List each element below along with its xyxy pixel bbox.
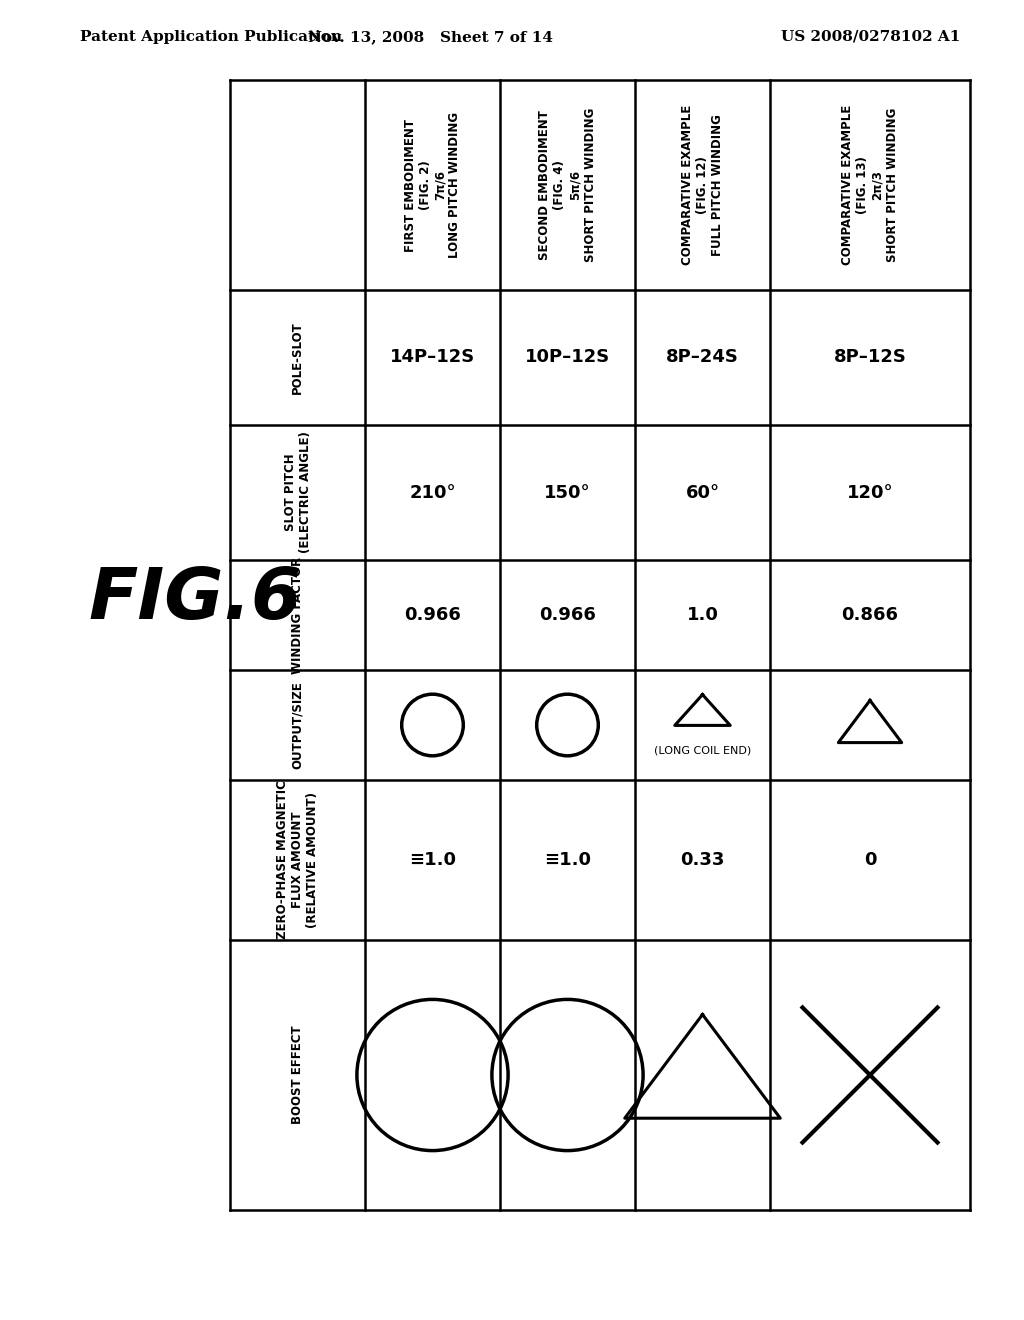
- Text: 0.966: 0.966: [404, 606, 461, 624]
- Text: COMPARATIVE EXAMPLE
(FIG. 12)
FULL PITCH WINDING: COMPARATIVE EXAMPLE (FIG. 12) FULL PITCH…: [681, 104, 724, 265]
- Text: POLE-SLOT: POLE-SLOT: [291, 321, 304, 393]
- Text: ≡1.0: ≡1.0: [544, 851, 591, 869]
- Text: 210°: 210°: [410, 483, 456, 502]
- Text: ≡1.0: ≡1.0: [409, 851, 456, 869]
- Text: US 2008/0278102 A1: US 2008/0278102 A1: [780, 30, 961, 44]
- Text: 8P–24S: 8P–24S: [666, 348, 739, 367]
- Text: 60°: 60°: [685, 483, 720, 502]
- Text: 0: 0: [864, 851, 877, 869]
- Text: 0.866: 0.866: [842, 606, 898, 624]
- Text: OUTPUT/SIZE: OUTPUT/SIZE: [291, 681, 304, 768]
- Text: COMPARATIVE EXAMPLE
(FIG. 13)
2π/3
SHORT PITCH WINDING: COMPARATIVE EXAMPLE (FIG. 13) 2π/3 SHORT…: [841, 104, 899, 265]
- Text: (LONG COIL END): (LONG COIL END): [654, 746, 752, 755]
- Text: 10P–12S: 10P–12S: [525, 348, 610, 367]
- Text: SLOT PITCH
(ELECTRIC ANGLE): SLOT PITCH (ELECTRIC ANGLE): [284, 432, 311, 553]
- Text: 150°: 150°: [544, 483, 591, 502]
- Text: ZERO-PHASE MAGNETIC
FLUX AMOUNT
(RELATIVE AMOUNT): ZERO-PHASE MAGNETIC FLUX AMOUNT (RELATIV…: [276, 780, 319, 940]
- Text: Patent Application Publication: Patent Application Publication: [80, 30, 342, 44]
- Text: 0.966: 0.966: [539, 606, 596, 624]
- Text: 8P–12S: 8P–12S: [834, 348, 906, 367]
- Text: Nov. 13, 2008   Sheet 7 of 14: Nov. 13, 2008 Sheet 7 of 14: [307, 30, 553, 44]
- Text: WINDING FACTOR: WINDING FACTOR: [291, 557, 304, 673]
- Text: BOOST EFFECT: BOOST EFFECT: [291, 1026, 304, 1125]
- Text: 120°: 120°: [847, 483, 893, 502]
- Text: SECOND EMBODIMENT
(FIG. 4)
5π/6
SHORT PITCH WINDING: SECOND EMBODIMENT (FIG. 4) 5π/6 SHORT PI…: [539, 108, 597, 263]
- Text: 0.33: 0.33: [680, 851, 725, 869]
- Text: 14P–12S: 14P–12S: [390, 348, 475, 367]
- Text: FIRST EMBODIMENT
(FIG. 2)
7π/6
LONG PITCH WINDING: FIRST EMBODIMENT (FIG. 2) 7π/6 LONG PITC…: [403, 112, 462, 259]
- Text: FIG.6: FIG.6: [88, 565, 302, 635]
- Text: 1.0: 1.0: [686, 606, 719, 624]
